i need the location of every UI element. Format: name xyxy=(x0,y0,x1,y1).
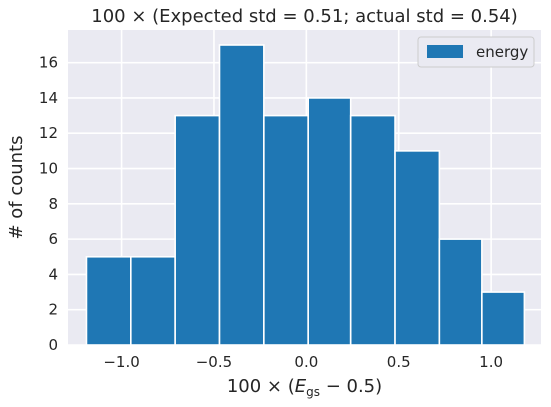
y-tick-label: 10 xyxy=(39,160,58,178)
histogram-bar xyxy=(174,114,221,346)
histogram-bar xyxy=(394,150,441,346)
x-tick-label: 0.5 xyxy=(387,353,411,371)
y-tick-label: 6 xyxy=(48,230,58,248)
histogram-bar xyxy=(85,255,132,346)
legend: energy xyxy=(417,36,535,68)
histogram-bar xyxy=(307,97,352,346)
y-tick-label: 2 xyxy=(48,301,58,319)
legend-box xyxy=(417,36,535,68)
legend-swatch xyxy=(427,45,463,58)
x-axis-ticks: −1.0 −0.5 0.0 0.5 1.0 xyxy=(103,353,503,371)
y-tick-label: 16 xyxy=(39,54,58,72)
x-tick-label: −0.5 xyxy=(196,353,232,371)
y-tick-label: 8 xyxy=(48,195,58,213)
histogram-bar xyxy=(438,238,483,346)
histogram-bar xyxy=(130,255,176,346)
x-tick-label: 1.0 xyxy=(479,353,503,371)
chart-title: 100 × (Expected std = 0.51; actual std =… xyxy=(91,6,518,27)
x-axis-label-prefix: 100 × ( xyxy=(227,376,295,397)
x-axis-label-subscript: gs xyxy=(306,385,320,399)
y-axis-label: # of counts xyxy=(6,135,27,239)
legend-label: energy xyxy=(476,43,528,61)
y-tick-label: 12 xyxy=(39,124,58,142)
x-axis-label-variable: E xyxy=(295,376,307,397)
y-tick-label: 0 xyxy=(48,336,58,354)
histogram-bar xyxy=(349,114,396,346)
y-axis-ticks: 0 2 4 6 8 10 12 14 16 xyxy=(39,54,58,354)
histogram-bar xyxy=(218,44,265,346)
x-tick-label: 0.0 xyxy=(294,353,318,371)
histogram-bar xyxy=(481,291,526,346)
x-tick-label: −1.0 xyxy=(103,353,139,371)
x-axis-label: 100 × (Egs − 0.5) xyxy=(227,376,382,399)
y-tick-label: 4 xyxy=(48,265,58,283)
y-tick-label: 14 xyxy=(39,89,58,107)
histogram-bars xyxy=(85,44,526,346)
x-axis-label-suffix: − 0.5) xyxy=(320,376,382,397)
histogram-bar xyxy=(263,114,309,346)
